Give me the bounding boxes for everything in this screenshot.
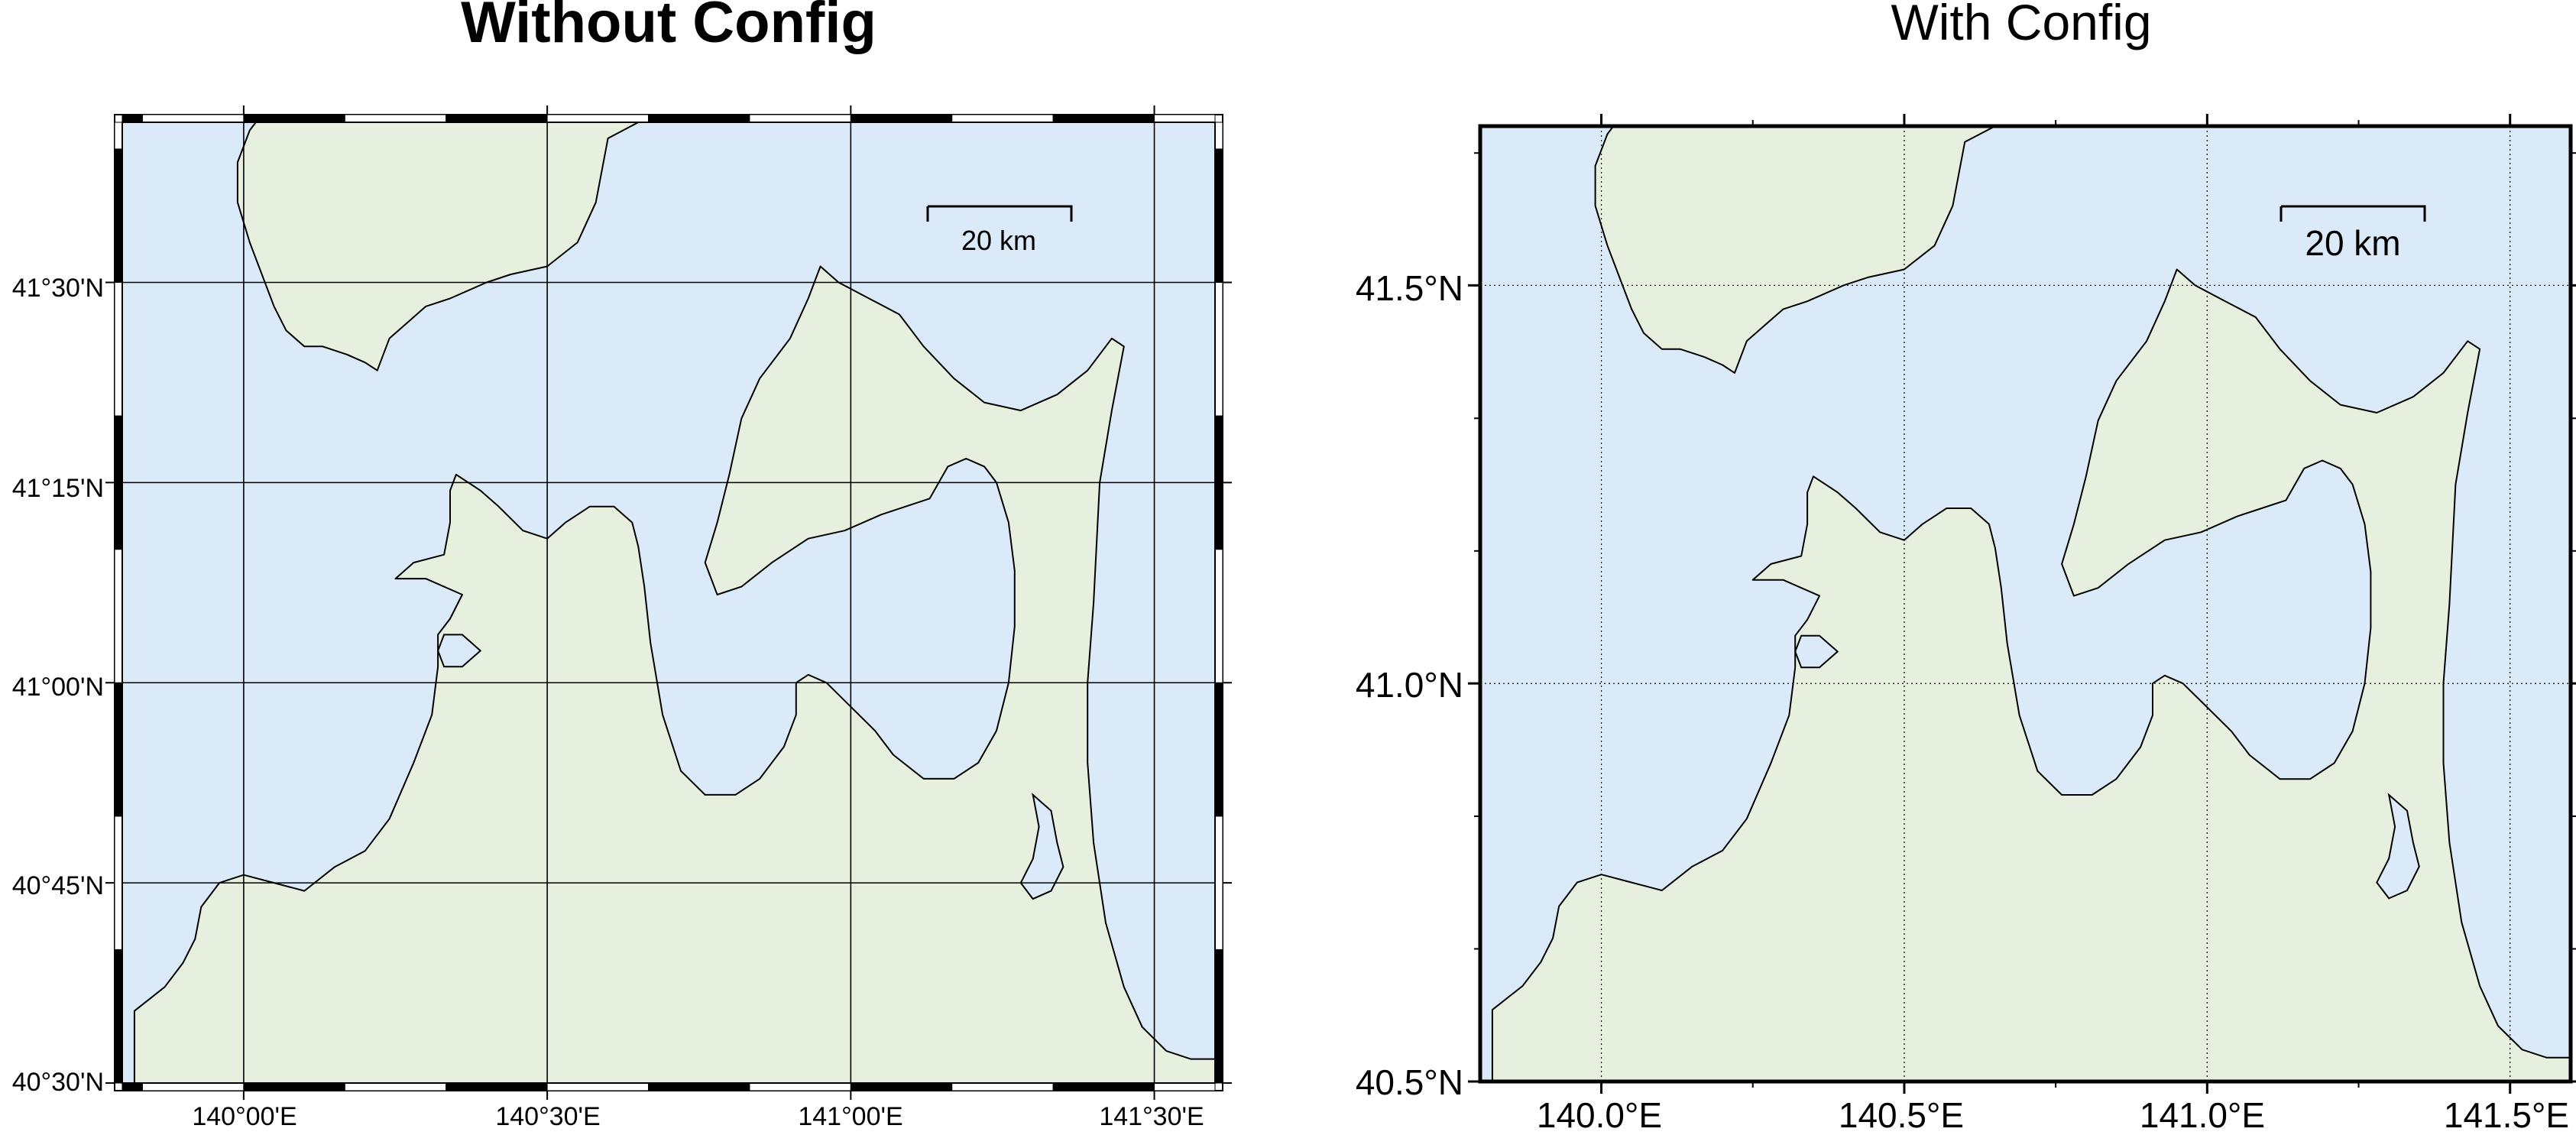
frame-segment-right [1214, 549, 1223, 683]
frame-segment-top [446, 114, 548, 123]
y-tick-label: 40°45'N [12, 871, 104, 900]
hokkaido-landmass [1491, 126, 1996, 374]
x-tick-label: 140°00'E [192, 1102, 296, 1131]
frame-segment-top [850, 114, 953, 123]
lake-ogawara [2376, 793, 2420, 900]
y-tick-labels: 40°30'N 40°45'N 41°00'N 41°15'N 41°30'N [12, 274, 104, 1097]
x-tick-label: 141.5°E [2444, 1095, 2569, 1131]
frame-segment-top [648, 114, 750, 123]
map-title-with-config: With Config [1891, 0, 2151, 50]
frame-segment-left [114, 148, 123, 283]
frame-segment-right [1214, 949, 1223, 1084]
frame-segment-bottom [546, 1082, 650, 1091]
frame-segment-bottom [749, 1082, 851, 1091]
frame-segment-left [114, 949, 123, 1084]
scale-bar-line [926, 205, 1073, 222]
frame-segment-top [546, 114, 650, 123]
frame-segment-right [1214, 122, 1223, 150]
y-tick-label: 41.0°N [1356, 665, 1463, 705]
map-without-config: Without Config 140°00'E 140°30'E 141°00'… [12, 0, 1232, 1131]
frame-segment-right [1214, 682, 1223, 817]
lake-ogawara [1019, 793, 1064, 900]
frame-segment-left [114, 682, 123, 817]
map-border [1478, 124, 2573, 1084]
frame-segment-left [114, 282, 123, 417]
map-area-with-config [1480, 126, 2571, 1081]
map-border [122, 122, 1216, 1084]
x-tick-label: 141°00'E [798, 1102, 902, 1131]
graticule-grid [1480, 126, 2571, 1081]
scale-bar: 20 km [2280, 205, 2426, 263]
y-tick-label: 41°30'N [12, 274, 104, 303]
fancy-frame [105, 105, 1232, 1100]
graticule-grid [122, 122, 1215, 1083]
x-tick-label: 140.0°E [1537, 1095, 1662, 1131]
honshu-landmass [1491, 268, 2571, 1081]
frame-segment-right [1214, 415, 1223, 550]
frame-segment-right [1214, 816, 1223, 950]
x-tick-label: 140°30'E [495, 1102, 600, 1131]
frame-segment-bottom [1154, 1082, 1216, 1091]
y-tick-label: 40.5°N [1356, 1062, 1463, 1102]
frame-segment-top [243, 114, 345, 123]
x-tick-label: 141.0°E [2140, 1095, 2265, 1131]
y-tick-label: 41.5°N [1356, 268, 1463, 308]
x-tick-label: 141°30'E [1099, 1102, 1204, 1131]
frame-segment-bottom [850, 1082, 953, 1091]
frame-segment-right [1214, 148, 1223, 283]
x-tick-labels: 140°00'E 140°30'E 141°00'E 141°30'E [192, 1102, 1204, 1131]
frame-segment-bottom [344, 1082, 447, 1091]
frame-segment-top [141, 114, 245, 123]
map-area-without-config [122, 122, 1215, 1083]
frame-segment-top [1052, 114, 1155, 123]
frame-segment-left [114, 816, 123, 950]
map-title-without-config: Without Config [461, 0, 876, 55]
frame-segment-top [749, 114, 851, 123]
frame-segment-right [1214, 282, 1223, 417]
frame-segment-bottom [951, 1082, 1054, 1091]
frame-segment-left [114, 122, 123, 150]
x-tick-labels: 140.0°E 140.5°E 141.0°E 141.5°E [1537, 1095, 2569, 1135]
plain-frame [1468, 114, 2576, 1094]
frame-segment-left [114, 549, 123, 683]
frame-segment-bottom [648, 1082, 750, 1091]
scale-bar-label: 20 km [961, 225, 1036, 256]
frame-segment-top [1154, 114, 1216, 123]
frame-segment-bottom [243, 1082, 345, 1091]
frame-segment-bottom [446, 1082, 548, 1091]
y-tick-labels: 40.5°N 41.0°N 41.5°N [1356, 268, 1463, 1102]
y-tick-label: 41°00'N [12, 673, 104, 702]
map-with-config: With Config 140.0°E 140.5°E 141.0°E 141.… [1356, 0, 2576, 1135]
frame-segment-top [122, 114, 143, 123]
frame-segment-bottom [141, 1082, 245, 1091]
scale-bar: 20 km [926, 205, 1073, 256]
hokkaido-landmass [133, 122, 640, 371]
x-tick-label: 140.5°E [1839, 1095, 1964, 1131]
lake-jusanko [1794, 634, 1839, 669]
frame-segment-bottom [1052, 1082, 1155, 1091]
lake-jusanko [437, 634, 482, 668]
frame-segment-left [114, 415, 123, 550]
y-tick-label: 41°15'N [12, 474, 104, 503]
y-tick-label: 40°30'N [12, 1068, 104, 1097]
honshu-landmass [133, 265, 1215, 1083]
frame-segment-top [951, 114, 1054, 123]
frame-segment-top [344, 114, 447, 123]
frame-segment-bottom [122, 1082, 143, 1091]
scale-bar-label: 20 km [2305, 223, 2400, 263]
scale-bar-line [2280, 205, 2426, 222]
